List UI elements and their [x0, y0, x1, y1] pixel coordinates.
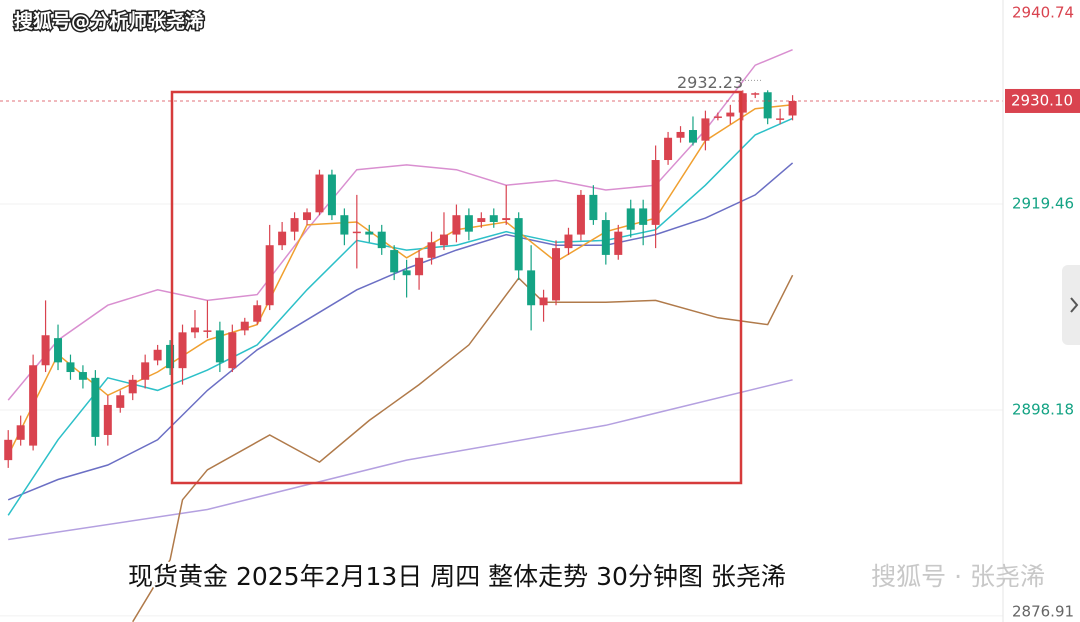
- candle-body: [564, 234, 573, 249]
- candle-body: [502, 218, 511, 221]
- candle-body: [776, 118, 785, 120]
- candle-body: [726, 112, 735, 117]
- candle-body: [489, 215, 498, 222]
- indicator-line: [8, 379, 793, 541]
- candle-body: [166, 344, 175, 369]
- indicator-line: [7, 104, 793, 456]
- candle-body: [439, 234, 448, 246]
- candle-body: [552, 248, 561, 301]
- candle-body: [514, 218, 523, 271]
- candle-body: [116, 395, 125, 408]
- candle-body: [278, 231, 287, 246]
- candle-body: [265, 245, 274, 306]
- candle-body: [41, 335, 50, 366]
- y-tick-label: 2898.18: [1012, 400, 1074, 418]
- candle-body: [738, 93, 747, 113]
- candle-body: [390, 250, 399, 273]
- indicator-line: [7, 162, 794, 501]
- candle-body: [763, 92, 772, 119]
- candle-body: [78, 372, 87, 380]
- candle-body: [91, 377, 100, 437]
- candle-body: [141, 362, 150, 380]
- candle-body: [290, 218, 299, 232]
- candle-body: [4, 439, 13, 461]
- candle-body: [464, 215, 473, 232]
- candle-body: [601, 220, 610, 255]
- candle-body: [228, 332, 237, 369]
- candle-body: [576, 194, 585, 235]
- candle-body: [614, 231, 623, 255]
- candle-body: [751, 93, 760, 95]
- candle-body: [66, 362, 75, 373]
- side-button[interactable]: [1062, 265, 1080, 345]
- grid: [0, 203, 1003, 617]
- candle-body: [315, 174, 324, 213]
- indicator-line: [7, 49, 793, 401]
- candle-body: [178, 332, 187, 369]
- last-price-label: 2930.10: [1011, 91, 1073, 109]
- candle-body: [701, 118, 710, 141]
- last-price-box: [1005, 88, 1080, 113]
- candle-body: [253, 305, 262, 322]
- candle-body: [539, 297, 548, 306]
- candles: 2932.23: [0, 73, 1003, 468]
- candle-body: [664, 137, 673, 161]
- candle-body: [452, 215, 461, 235]
- caption: 现货黄金 2025年2月13日 周四 整体走势 30分钟图 张尧浠: [128, 562, 786, 591]
- candle-body: [676, 131, 685, 138]
- y-tick-label: 2876.91: [1012, 603, 1074, 621]
- candle-body: [377, 231, 386, 249]
- candle-body: [103, 404, 112, 435]
- candle-body: [215, 330, 224, 363]
- candle-body: [128, 379, 137, 394]
- candle-body: [427, 242, 436, 258]
- highlight-box: [170, 90, 743, 485]
- candle-body: [327, 174, 336, 216]
- watermark: 搜狐号@分析师张尧浠: [14, 10, 204, 33]
- indicator-line: [132, 274, 794, 622]
- watermark-faint: 搜狐号 · 张尧浠: [871, 562, 1045, 591]
- candle-body: [639, 208, 648, 225]
- candle-body: [352, 231, 361, 234]
- side-button-icon[interactable]: [1070, 297, 1079, 313]
- candle-body: [54, 338, 63, 363]
- candle-body: [626, 208, 635, 230]
- candle-body: [240, 321, 249, 331]
- candle-body: [365, 231, 374, 235]
- candle-body: [153, 349, 162, 361]
- y-tick-label: 2919.46: [1012, 194, 1074, 212]
- indicator-line: [7, 117, 793, 516]
- candle-body: [303, 212, 312, 221]
- candle-body: [589, 194, 598, 221]
- side-button-bg[interactable]: [1062, 265, 1080, 345]
- candle-body: [527, 270, 536, 306]
- candle-body: [651, 160, 660, 225]
- y-tick-label: 2940.74: [1012, 4, 1074, 22]
- candle-body: [415, 257, 424, 276]
- candle-body: [203, 330, 212, 332]
- candle-body: [29, 365, 38, 446]
- candle-body: [340, 215, 349, 235]
- indicator-lines: [7, 49, 794, 622]
- candle-body: [713, 116, 722, 118]
- price-axis: 2940.74 2919.46 2898.18 2876.91 2930.10: [1005, 4, 1080, 621]
- high-label: 2932.23: [677, 73, 743, 92]
- candle-body: [788, 100, 797, 116]
- candle-body: [688, 130, 697, 143]
- candle-body: [402, 270, 411, 276]
- candle-body: [190, 327, 199, 333]
- candle-body: [477, 218, 486, 222]
- candle-body: [16, 425, 25, 440]
